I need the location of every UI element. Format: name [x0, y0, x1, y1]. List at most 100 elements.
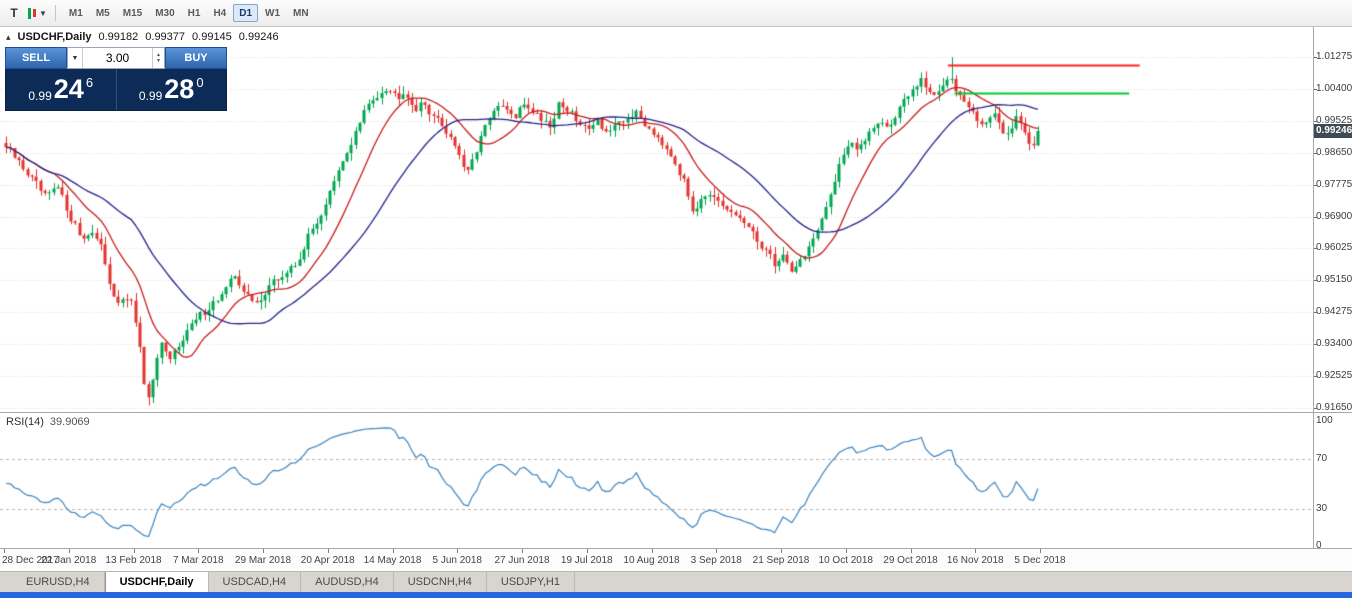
candlestick-down-icon — [33, 9, 36, 17]
price-axis-tick — [1314, 153, 1317, 154]
date-axis-label: 5 Jun 2018 — [433, 555, 483, 566]
lot-size-value[interactable]: 3.00 — [83, 48, 152, 68]
price-axis-label: 0.95150 — [1316, 274, 1352, 285]
axis-separator-line — [1313, 27, 1314, 548]
price-axis-label: 1.00400 — [1316, 83, 1352, 94]
date-axis-tick — [393, 549, 394, 553]
date-axis-tick — [263, 549, 264, 553]
timeframe-button-mn[interactable]: MN — [287, 4, 315, 22]
sell-price-prefix: 0.99 — [28, 89, 51, 103]
toolbar-separator — [55, 5, 56, 21]
date-axis-tick — [457, 549, 458, 553]
buy-price[interactable]: 0.99 28 0 — [117, 69, 227, 110]
price-axis-label: 0.92525 — [1316, 370, 1352, 381]
sell-button[interactable]: SELL — [5, 47, 67, 69]
chart-tabs-bar: EURUSD,H4USDCHF,DailyUSDCAD,H4AUDUSD,H4U… — [0, 571, 1352, 592]
date-axis-label: 7 Mar 2018 — [173, 555, 224, 566]
one-click-trading-panel: SELL ▼ 3.00 ▲ ▼ BUY 0.99 24 6 — [5, 47, 227, 111]
current-price-badge: 0.99246 — [1314, 124, 1352, 138]
price-axis-tick — [1314, 185, 1317, 186]
sell-price-sup: 6 — [86, 75, 93, 90]
lot-dropdown-icon[interactable]: ▼ — [68, 48, 83, 68]
timeframe-button-m5[interactable]: M5 — [90, 4, 116, 22]
date-axis: 28 Dec 201722 Jan 201813 Feb 20187 Mar 2… — [0, 548, 1352, 571]
chart-tab-usdchf-daily[interactable]: USDCHF,Daily — [105, 572, 209, 592]
price-axis-label: 0.96025 — [1316, 242, 1352, 253]
ohlc-high: 0.99377 — [145, 31, 185, 43]
date-axis-tick — [975, 549, 976, 553]
date-axis-label: 10 Oct 2018 — [819, 555, 873, 566]
date-axis-label: 5 Dec 2018 — [1014, 555, 1065, 566]
timeframe-button-m1[interactable]: M1 — [63, 4, 89, 22]
buy-price-prefix: 0.99 — [139, 89, 162, 103]
date-axis-label: 14 May 2018 — [364, 555, 422, 566]
chart-symbol-label: USDCHF,Daily — [18, 31, 92, 43]
timeframe-toolbar: M1M5M15M30H1H4D1W1MN — [63, 4, 315, 22]
price-axis-label: 0.93400 — [1316, 338, 1352, 349]
buy-price-sup: 0 — [196, 75, 203, 90]
chart-tab-audusd-h4[interactable]: AUDUSD,H4 — [301, 572, 394, 592]
timeframe-button-w1[interactable]: W1 — [259, 4, 286, 22]
price-axis-label: 0.94275 — [1316, 306, 1352, 317]
date-axis-tick — [652, 549, 653, 553]
taskbar-strip — [0, 592, 1352, 598]
date-axis-tick — [911, 549, 912, 553]
date-axis-tick — [198, 549, 199, 553]
chart-tab-eurusd-h4[interactable]: EURUSD,H4 — [12, 572, 105, 592]
chart-tab-usdcnh-h4[interactable]: USDCNH,H4 — [394, 572, 487, 592]
price-axis-label: 0.97775 — [1316, 179, 1352, 190]
price-axis-tick — [1314, 217, 1317, 218]
date-axis-tick — [69, 549, 70, 553]
ohlc-open: 0.99182 — [99, 31, 139, 43]
date-axis-label: 20 Apr 2018 — [301, 555, 355, 566]
price-axis-tick — [1314, 280, 1317, 281]
price-axis-tick — [1314, 89, 1317, 90]
lot-decrease-icon[interactable]: ▼ — [156, 58, 161, 64]
date-axis-tick — [522, 549, 523, 553]
mt4-window: T ▼ M1M5M15M30H1H4D1W1MN ▴ USDCHF,Daily … — [0, 0, 1352, 598]
date-axis-label: 3 Sep 2018 — [691, 555, 742, 566]
rsi-axis-label: 100 — [1316, 415, 1333, 426]
date-axis-tick — [1040, 549, 1041, 553]
price-axis-tick — [1314, 408, 1317, 409]
rsi-chart-canvas[interactable] — [0, 413, 1313, 549]
price-axis-tick — [1314, 344, 1317, 345]
date-axis-label: 19 Jul 2018 — [561, 555, 613, 566]
chart-collapse-icon[interactable]: ▴ — [6, 32, 11, 43]
chart-tools-icon[interactable]: T — [4, 3, 24, 23]
main-chart-panel: ▴ USDCHF,Daily 0.99182 0.99377 0.99145 0… — [0, 27, 1352, 412]
chart-tab-usdcad-h4[interactable]: USDCAD,H4 — [209, 572, 302, 592]
date-axis-label: 10 Aug 2018 — [623, 555, 679, 566]
timeframe-button-m30[interactable]: M30 — [149, 4, 180, 22]
toolbar: T ▼ M1M5M15M30H1H4D1W1MN — [0, 0, 1352, 27]
rsi-axis-label: 70 — [1316, 453, 1327, 464]
timeframe-button-d1[interactable]: D1 — [233, 4, 258, 22]
date-axis-label: 27 Jun 2018 — [494, 555, 549, 566]
timeframe-button-m15[interactable]: M15 — [117, 4, 148, 22]
date-axis-tick — [4, 549, 5, 553]
timeframe-button-h4[interactable]: H4 — [207, 4, 232, 22]
timeframe-button-h1[interactable]: H1 — [182, 4, 207, 22]
chart-tab-usdjpy-h1[interactable]: USDJPY,H1 — [487, 572, 575, 592]
ohlc-low: 0.99145 — [192, 31, 232, 43]
rsi-axis-label: 30 — [1316, 503, 1327, 514]
chart-title-bar: ▴ USDCHF,Daily 0.99182 0.99377 0.99145 0… — [6, 31, 279, 43]
date-axis-tick — [716, 549, 717, 553]
date-axis-tick — [328, 549, 329, 553]
date-axis-tick — [781, 549, 782, 553]
rsi-indicator-panel: RSI(14) 39.9069 03070100 — [0, 412, 1352, 548]
date-axis-label: 16 Nov 2018 — [947, 555, 1004, 566]
chart-type-dropdown[interactable]: ▼ — [26, 3, 48, 23]
rsi-value: 39.9069 — [50, 416, 90, 428]
lot-size-control[interactable]: ▼ 3.00 ▲ ▼ — [67, 47, 165, 69]
buy-button[interactable]: BUY — [165, 47, 227, 69]
lot-spinner[interactable]: ▲ ▼ — [152, 48, 164, 68]
sell-price[interactable]: 0.99 24 6 — [6, 69, 116, 110]
date-axis-label: 13 Feb 2018 — [105, 555, 161, 566]
rsi-axis: 03070100 — [1314, 413, 1352, 549]
date-axis-label: 29 Oct 2018 — [883, 555, 937, 566]
date-axis-label: 21 Sep 2018 — [753, 555, 810, 566]
date-axis-tick — [587, 549, 588, 553]
rsi-name: RSI(14) — [6, 416, 44, 428]
price-axis-tick — [1314, 248, 1317, 249]
